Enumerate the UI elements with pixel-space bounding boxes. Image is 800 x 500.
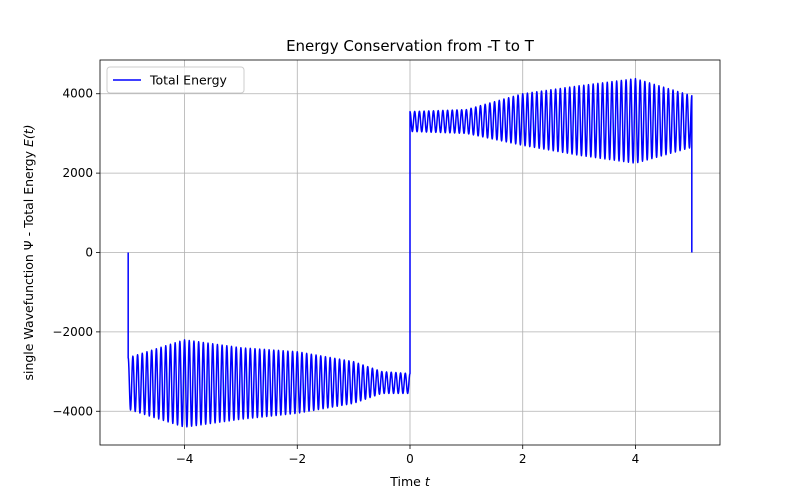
y-tick-label: −4000 — [52, 404, 93, 418]
plot-area — [127, 77, 693, 428]
chart-title: Energy Conservation from -T to T — [286, 37, 535, 55]
y-axis-label-variable: E(t) — [21, 124, 36, 147]
series-line-total-energy — [127, 77, 693, 428]
legend-label-total-energy: Total Energy — [149, 73, 228, 88]
x-axis-label-text: Time — [389, 474, 425, 489]
y-tick-label: 0 — [85, 246, 93, 260]
x-tick-label: −4 — [176, 452, 194, 466]
x-axis-label-variable: t — [425, 474, 431, 489]
legend-box — [106, 66, 245, 94]
y-tick-label: −2000 — [52, 325, 93, 339]
x-tick-label: 4 — [632, 452, 640, 466]
x-tick-label: 2 — [519, 452, 527, 466]
y-axis-label-text: single Wavefunction Ψ - Total Energy — [21, 147, 36, 381]
x-tick-label: −2 — [288, 452, 306, 466]
y-tick-label: 2000 — [62, 166, 93, 180]
x-axis-label: Time t — [389, 474, 431, 489]
legend: Total Energy — [106, 66, 245, 94]
y-axis-label: single Wavefunction Ψ - Total Energy E(t… — [21, 124, 36, 380]
y-tick-label: 4000 — [62, 87, 93, 101]
tick-marks — [96, 93, 636, 449]
x-tick-label: 0 — [406, 452, 414, 466]
